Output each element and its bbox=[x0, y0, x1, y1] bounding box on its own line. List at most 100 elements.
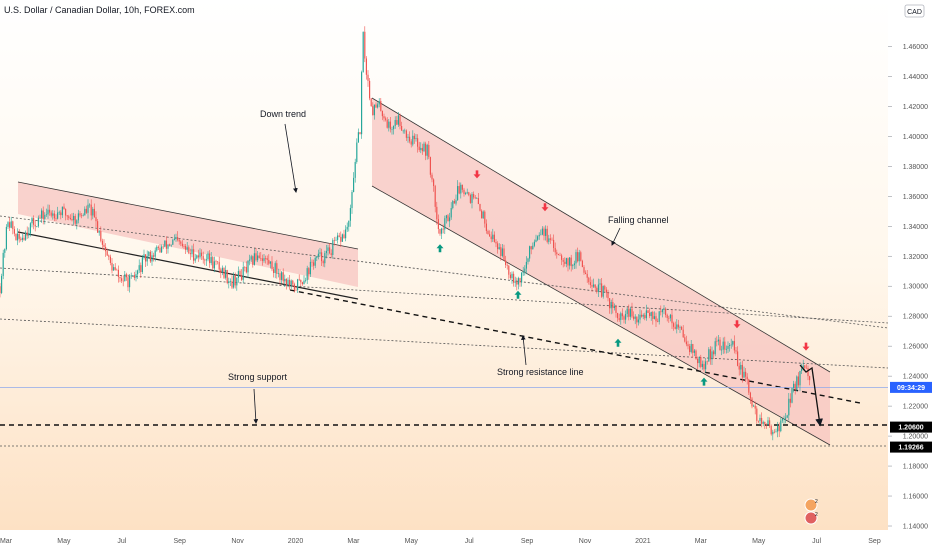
candle-body bbox=[388, 121, 390, 128]
candle-body bbox=[676, 324, 678, 329]
candle-body bbox=[591, 285, 593, 287]
candlestick-series bbox=[0, 26, 811, 441]
candle-body bbox=[252, 256, 254, 265]
candle-body bbox=[761, 417, 763, 424]
y-tick-label: 1.42000 bbox=[903, 104, 928, 111]
candle-body bbox=[201, 252, 203, 257]
candle-body bbox=[754, 405, 756, 409]
candle-body bbox=[506, 264, 508, 266]
candle-body bbox=[119, 276, 121, 279]
x-tick-label: 2021 bbox=[635, 538, 651, 545]
candle-body bbox=[93, 208, 95, 218]
annotation-strong-support: Strong support bbox=[228, 372, 288, 382]
candle-body bbox=[628, 308, 630, 317]
candle-body bbox=[567, 258, 569, 266]
candle-body bbox=[645, 310, 647, 319]
candle-body bbox=[436, 206, 438, 220]
candle-body bbox=[751, 398, 753, 407]
candle-body bbox=[455, 200, 457, 204]
candle-body bbox=[17, 233, 19, 241]
annotation-falling-channel-arrow bbox=[611, 227, 621, 246]
candle-body bbox=[372, 106, 374, 116]
candle-body bbox=[170, 244, 172, 246]
candle-body bbox=[778, 425, 780, 432]
candle-body bbox=[519, 278, 521, 283]
candle-body bbox=[225, 269, 227, 278]
falling-channel-upper-line bbox=[371, 97, 831, 373]
candle-body bbox=[642, 314, 644, 317]
candle-body bbox=[511, 273, 513, 279]
price-tags: 09:34:29 1.20600 1.19266 bbox=[890, 381, 932, 453]
candle-body bbox=[2, 252, 4, 276]
y-tick-label: 1.14000 bbox=[903, 524, 928, 531]
candle-body bbox=[417, 138, 419, 147]
candle-body bbox=[354, 161, 356, 178]
candle-body bbox=[92, 208, 94, 216]
candle-body bbox=[655, 316, 657, 322]
candle-body bbox=[730, 344, 732, 346]
candle-body bbox=[404, 130, 406, 132]
candle-body bbox=[764, 421, 766, 425]
candle-body bbox=[386, 119, 388, 128]
candle-body bbox=[689, 346, 691, 353]
signal-markers bbox=[436, 170, 810, 386]
annotation-falling-channel: Falling channel bbox=[608, 215, 669, 225]
candle-body bbox=[399, 115, 401, 127]
candle-body bbox=[428, 144, 430, 158]
candle-body bbox=[273, 269, 275, 273]
candle-body bbox=[65, 208, 67, 216]
y-tick-label: 1.46000 bbox=[903, 44, 928, 51]
candle-body bbox=[364, 31, 366, 59]
candle-body bbox=[153, 255, 155, 257]
economic-event-icons[interactable]: 2 2 bbox=[804, 498, 818, 525]
candle-body bbox=[209, 253, 211, 264]
candle-body bbox=[348, 220, 350, 227]
candle-body bbox=[625, 313, 627, 320]
candle-body bbox=[298, 279, 300, 281]
candle-body bbox=[535, 239, 537, 242]
candle-body bbox=[36, 226, 38, 227]
candle-body bbox=[258, 255, 260, 258]
candle-body bbox=[194, 258, 196, 261]
x-tick-label: Nov bbox=[579, 538, 592, 545]
candle-body bbox=[457, 186, 459, 201]
candle-body bbox=[572, 265, 574, 267]
candle-body bbox=[722, 341, 724, 350]
candle-body bbox=[220, 269, 222, 273]
candle-body bbox=[300, 279, 302, 283]
candle-body bbox=[593, 284, 595, 287]
candle-body bbox=[124, 274, 126, 282]
candle-body bbox=[561, 255, 563, 260]
candle-body bbox=[685, 341, 687, 345]
candle-body bbox=[13, 229, 15, 234]
candle-body bbox=[409, 136, 411, 142]
chart-title: U.S. Dollar / Canadian Dollar, 10h, FORE… bbox=[4, 5, 195, 15]
candle-body bbox=[380, 100, 382, 111]
currency-badge[interactable] bbox=[904, 4, 925, 18]
x-tick-label: Jul bbox=[812, 538, 821, 545]
price-tag-label: 1.20600 bbox=[898, 425, 923, 432]
candle-body bbox=[626, 308, 628, 314]
candle-body bbox=[162, 246, 164, 248]
candle-body bbox=[26, 232, 28, 236]
candle-body bbox=[493, 234, 495, 242]
candle-body bbox=[713, 351, 715, 355]
candle-body bbox=[661, 309, 663, 313]
annotation-strong-resistance: Strong resistance line bbox=[497, 367, 584, 377]
candle-body bbox=[245, 267, 247, 273]
candle-body bbox=[327, 247, 329, 251]
chart-background bbox=[0, 0, 888, 530]
candle-body bbox=[130, 275, 132, 277]
candle-body bbox=[29, 223, 31, 234]
candle-body bbox=[746, 376, 748, 380]
candle-body bbox=[623, 316, 625, 320]
candle-body bbox=[644, 314, 646, 319]
candle-body bbox=[477, 198, 479, 205]
candle-body bbox=[553, 239, 555, 249]
candle-body bbox=[149, 251, 151, 262]
candle-body bbox=[725, 348, 727, 350]
candle-body bbox=[577, 252, 579, 262]
candle-body bbox=[804, 365, 806, 368]
candle-body bbox=[108, 255, 110, 257]
